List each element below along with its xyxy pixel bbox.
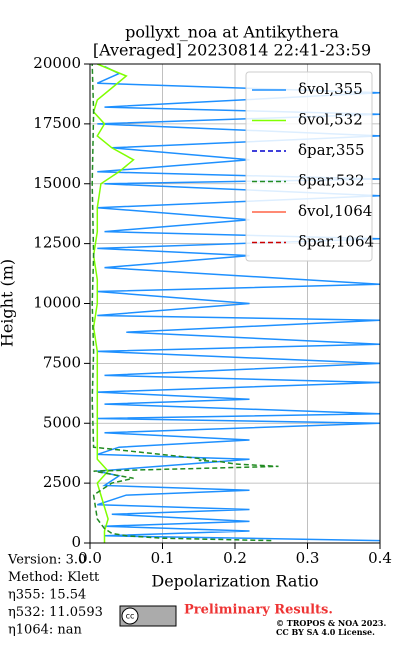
copyright: © TROPOS & NOA 2023. [276, 618, 386, 628]
x-tick-label: 0.4 [368, 549, 392, 567]
info-line: Method: Klett [8, 570, 100, 585]
legend-label: δvol,532 [298, 111, 363, 129]
x-tick-label: 0.0 [78, 549, 102, 567]
chart-title: pollyxt_noa at Antikythera [125, 23, 339, 42]
chart-subtitle: [Averaged] 20230814 22:41-23:59 [93, 41, 371, 60]
legend-label: δpar,1064 [298, 233, 374, 251]
legend-label: δpar,532 [298, 172, 365, 190]
x-axis-label: Depolarization Ratio [151, 572, 318, 591]
info-line: η1064: nan [8, 623, 83, 638]
logo: cc Preliminary Results. © TROPOS & NOA 2… [119, 603, 386, 637]
y-tick-label: 5000 [43, 413, 81, 431]
info-line: Version: 3.0 [7, 553, 86, 568]
legend-label: δvol,1064 [298, 202, 372, 220]
license: CC BY SA 4.0 License. [276, 627, 375, 637]
y-axis-label: Height (m) [0, 259, 17, 347]
plot-area [91, 64, 380, 543]
x-tick-label: 0.3 [296, 549, 320, 567]
legend-box [245, 71, 373, 262]
y-tick-label: 12500 [33, 234, 81, 252]
info-line: η355: 15.54 [8, 588, 86, 603]
preliminary: Preliminary Results. [184, 603, 333, 618]
legend-label: δpar,355 [298, 141, 365, 159]
y-tick-label: 0 [71, 533, 81, 551]
profile-line [92, 64, 135, 543]
x-tick-label: 0.1 [151, 549, 175, 567]
y-tick-label: 15000 [33, 174, 81, 192]
profile-line [96, 65, 380, 542]
y-tick-label: 20000 [33, 54, 81, 72]
legend-label: δvol,355 [298, 80, 363, 98]
cc-circle [121, 607, 139, 625]
y-tick-label: 10000 [33, 294, 81, 312]
y-tick-label: 17500 [33, 114, 81, 132]
axes-frame [89, 63, 381, 544]
x-tick-label: 0.2 [223, 549, 247, 567]
y-tick-label: 7500 [43, 353, 81, 371]
y-tick-label: 2500 [43, 473, 81, 491]
cc-text: cc [126, 612, 135, 621]
profile-line [91, 64, 279, 542]
info-line: η532: 11.0593 [8, 605, 103, 620]
